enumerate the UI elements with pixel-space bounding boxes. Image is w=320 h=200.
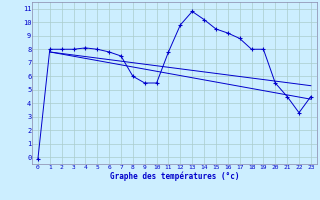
X-axis label: Graphe des températures (°c): Graphe des températures (°c) [110, 171, 239, 181]
